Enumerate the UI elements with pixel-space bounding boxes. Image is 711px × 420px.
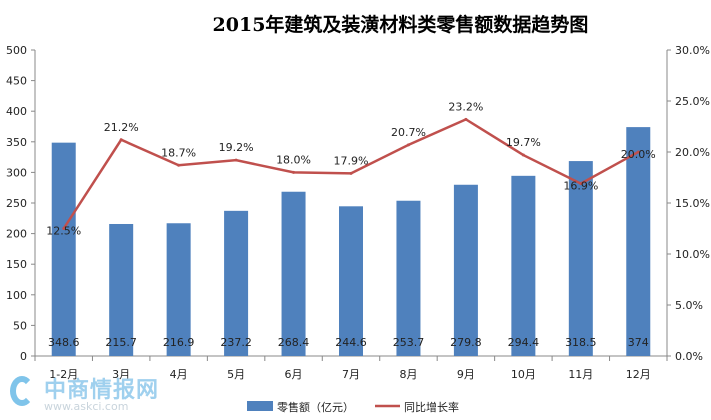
bar-data-label: 268.4 xyxy=(278,336,310,349)
logo-name: 中商情报网 xyxy=(44,378,160,403)
bar-data-label: 318.5 xyxy=(565,336,597,349)
bar-data-label: 237.2 xyxy=(220,336,252,349)
legend-label-line: 同比增长率 xyxy=(404,400,459,414)
x-tick-label: 3月 xyxy=(112,368,130,381)
bar xyxy=(511,175,536,356)
bar xyxy=(626,127,651,356)
line-point xyxy=(521,153,525,157)
y2-tick-label: 30.0% xyxy=(675,44,710,57)
line-point xyxy=(62,227,66,230)
y-tick-label: 0 xyxy=(20,350,27,363)
bar xyxy=(453,184,478,356)
bar xyxy=(281,191,306,356)
bar-data-label: 279.8 xyxy=(450,336,482,349)
y-tick-label: 350 xyxy=(6,136,27,149)
line-point xyxy=(177,163,181,167)
y-tick-label: 200 xyxy=(6,228,27,241)
line-point xyxy=(292,170,296,174)
y-tick-label: 300 xyxy=(6,166,27,179)
line-data-label: 19.7% xyxy=(506,136,541,149)
x-tick-label: 5月 xyxy=(227,368,245,381)
line-point xyxy=(349,171,353,175)
line-data-label: 18.0% xyxy=(276,153,311,166)
y-tick-label: 450 xyxy=(6,75,27,88)
y-tick-label: 50 xyxy=(13,319,27,332)
y2-tick-label: 25.0% xyxy=(675,95,710,108)
x-tick-label: 10月 xyxy=(511,368,536,381)
bar xyxy=(166,223,191,356)
logo-icon xyxy=(10,376,34,406)
y2-tick-label: 20.0% xyxy=(675,146,710,159)
line-data-label: 20.7% xyxy=(391,126,426,139)
y2-tick-label: 15.0% xyxy=(675,197,710,210)
line-point xyxy=(119,138,123,142)
x-tick-label: 7月 xyxy=(342,368,360,381)
bar xyxy=(339,206,363,356)
bar xyxy=(568,161,593,356)
bar-data-label: 294.4 xyxy=(508,336,540,349)
y-tick-label: 100 xyxy=(6,289,27,302)
line-data-label: 18.7% xyxy=(161,146,196,159)
line-data-label: 17.9% xyxy=(334,154,369,167)
line-data-label: 19.2% xyxy=(219,141,254,154)
legend-label-bar: 零售额（亿元） xyxy=(277,400,354,414)
x-tick-label: 12月 xyxy=(626,368,651,381)
bar-data-label: 348.6 xyxy=(48,336,80,349)
y-tick-label: 400 xyxy=(6,105,27,118)
bar xyxy=(396,200,421,356)
x-tick-label: 4月 xyxy=(170,368,188,381)
chart-title: 2015年建筑及装潢材料类零售额数据趋势图 xyxy=(212,14,589,36)
legend-swatch-bar xyxy=(247,401,273,411)
x-tick-label: 6月 xyxy=(285,368,303,381)
y-tick-label: 500 xyxy=(6,44,27,57)
bar-data-label: 244.6 xyxy=(335,336,367,349)
line-point xyxy=(234,158,238,162)
y2-tick-label: 10.0% xyxy=(675,248,710,261)
line-data-label: 23.2% xyxy=(448,100,483,113)
y2-tick-label: 5.0% xyxy=(675,299,703,312)
bar-data-label: 215.7 xyxy=(105,336,137,349)
bar-data-label: 253.7 xyxy=(393,336,425,349)
logo-url: www.askci.com xyxy=(44,400,129,413)
line-point xyxy=(406,143,410,147)
line-data-label: 21.2% xyxy=(104,121,139,134)
x-tick-label: 8月 xyxy=(399,368,417,381)
x-tick-label: 1-2月 xyxy=(49,368,78,381)
line-point xyxy=(464,117,468,121)
line-data-label: 12.5% xyxy=(46,225,81,238)
y-tick-label: 250 xyxy=(6,197,27,210)
line-point xyxy=(579,182,583,186)
watermark-logo: 中商情报网 www.askci.com xyxy=(10,372,159,413)
line-data-label: 20.0% xyxy=(621,148,656,161)
bar xyxy=(51,142,76,356)
y2-tick-label: 0.0% xyxy=(675,350,703,363)
y-tick-label: 150 xyxy=(6,258,27,271)
line-point xyxy=(636,150,640,154)
bar xyxy=(224,210,249,356)
line-data-label: 16.9% xyxy=(563,180,598,193)
bar xyxy=(109,223,134,356)
bar-data-label: 374 xyxy=(628,336,649,349)
x-tick-label: 11月 xyxy=(568,368,593,381)
x-tick-label: 9月 xyxy=(457,368,475,381)
bar-data-label: 216.9 xyxy=(163,336,195,349)
